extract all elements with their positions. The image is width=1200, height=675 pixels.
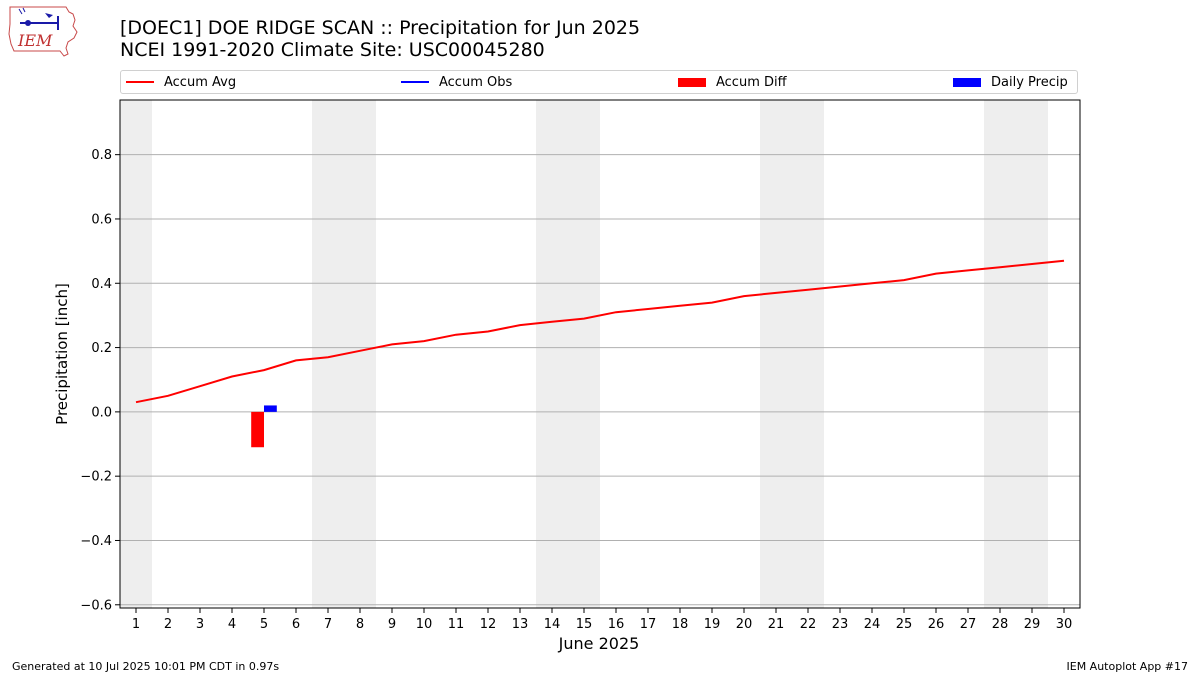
x-tick-label: 11 <box>448 617 465 632</box>
x-tick-label: 21 <box>768 617 785 632</box>
x-tick-label: 29 <box>1024 617 1041 632</box>
x-tick-label: 4 <box>228 617 236 632</box>
y-tick-label: 0.6 <box>91 212 112 227</box>
y-axis-label: Precipitation [inch] <box>53 283 71 425</box>
x-tick-label: 14 <box>544 617 561 632</box>
legend-label-daily-precip: Daily Precip <box>991 74 1068 90</box>
x-tick-label: 26 <box>928 617 945 632</box>
y-tick-label: 0.4 <box>91 277 112 292</box>
legend-item-daily-precip: Daily Precip <box>953 71 1068 93</box>
iem-logo: IEM <box>8 6 78 57</box>
y-tick-label: −0.2 <box>80 470 112 485</box>
legend-label-accum-avg: Accum Avg <box>164 74 237 90</box>
legend-item-accum-diff: Accum Diff <box>678 71 787 93</box>
weekend-band-0 <box>120 100 152 608</box>
daily-precip-bar <box>264 405 277 412</box>
x-tick-label: 28 <box>992 617 1009 632</box>
x-tick-label: 25 <box>896 617 913 632</box>
x-tick-label: 2 <box>164 617 172 632</box>
x-tick-label: 7 <box>324 617 332 632</box>
chart-title: [DOEC1] DOE RIDGE SCAN :: Precipitation … <box>120 17 641 39</box>
bar-series <box>251 405 277 448</box>
weekend-band-2 <box>536 100 600 608</box>
y-tick-label: 0.8 <box>91 148 112 163</box>
weekend-band-4 <box>984 100 1048 608</box>
x-axis-label: June 2025 <box>558 634 640 653</box>
x-tick-label: 17 <box>640 617 657 632</box>
x-tick-label: 13 <box>512 617 529 632</box>
iowa-state-outline <box>8 6 78 57</box>
y-gridlines <box>120 154 1080 606</box>
x-tick-label: 20 <box>736 617 753 632</box>
x-tick-label: 16 <box>608 617 625 632</box>
x-tick-label: 30 <box>1056 617 1073 632</box>
x-tick-label: 10 <box>416 617 433 632</box>
x-axis-ticks: 1 2 3 4 5 6 7 8 9 10 11 12 13 14 15 16 17 18 19 20 21 22 23 24 2… <box>132 608 1072 632</box>
x-tick-label: 9 <box>388 617 396 632</box>
x-tick-label: 24 <box>864 617 881 632</box>
legend-swatch-accum-diff <box>678 77 706 87</box>
footer-generated-text: Generated at 10 Jul 2025 10:01 PM CDT in… <box>12 660 280 673</box>
legend-item-accum-obs: Accum Obs <box>401 71 512 93</box>
weekend-shading <box>120 100 1048 608</box>
legend-swatch-daily-precip <box>953 77 981 87</box>
x-tick-label: 18 <box>672 617 689 632</box>
x-tick-label: 27 <box>960 617 977 632</box>
accum-avg-line <box>135 259 1065 404</box>
legend-swatch-accum-obs <box>401 81 429 83</box>
x-tick-label: 5 <box>260 617 268 632</box>
x-tick-label: 1 <box>132 617 140 632</box>
x-tick-label: 15 <box>576 617 593 632</box>
legend-label-accum-obs: Accum Obs <box>439 74 513 90</box>
legend-swatch-accum-avg <box>126 81 154 83</box>
y-tick-label: −0.6 <box>80 598 112 613</box>
logo-text: IEM <box>17 31 53 50</box>
legend-item-accum-avg: Accum Avg <box>126 71 236 93</box>
y-tick-label: 0.2 <box>91 341 112 356</box>
weekend-band-3 <box>760 100 824 608</box>
y-tick-label: 0.0 <box>91 405 112 420</box>
footer-app-label: IEM Autoplot App #17 <box>1066 660 1189 673</box>
accum-diff-bar <box>251 411 264 448</box>
chart-subtitle: NCEI 1991-2020 Climate Site: USC00045280 <box>120 39 545 61</box>
plot-frame <box>119 99 1081 609</box>
x-tick-label: 22 <box>800 617 817 632</box>
line-series <box>135 259 1065 404</box>
legend-label-accum-diff: Accum Diff <box>716 74 787 90</box>
y-tick-label: −0.4 <box>80 534 112 549</box>
x-tick-label: 6 <box>292 617 300 632</box>
legend: Accum Avg Accum Obs Accum Diff Daily Pre… <box>120 70 1078 94</box>
y-axis-ticks: −0.6 −0.4 −0.2 0.0 0.2 0.4 0.6 0.8 <box>80 148 120 613</box>
x-tick-label: 23 <box>832 617 849 632</box>
x-tick-label: 19 <box>704 617 721 632</box>
x-tick-label: 8 <box>356 617 364 632</box>
x-tick-label: 3 <box>196 617 204 632</box>
x-tick-label: 12 <box>480 617 497 632</box>
